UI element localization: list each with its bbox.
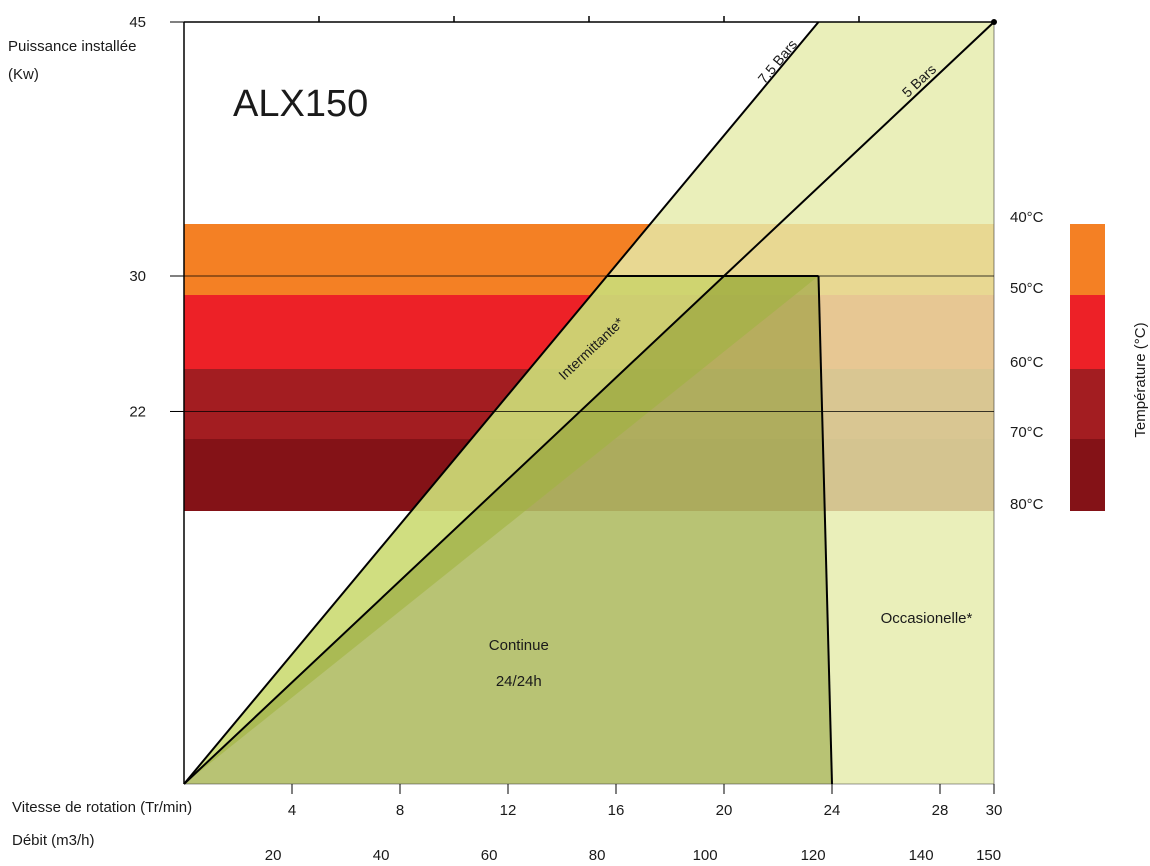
x-flow-tick-label: 80 — [589, 847, 606, 864]
legend-label: 40°C — [1010, 209, 1044, 226]
x-speed-tick-label: 8 — [396, 802, 404, 819]
x-flow-tick-label: 140 — [909, 847, 934, 864]
legend-label: 70°C — [1010, 424, 1044, 441]
legend-label: 80°C — [1010, 496, 1044, 513]
x-speed-tick-label: 16 — [608, 802, 625, 819]
chart-title: ALX150 — [233, 83, 368, 125]
legend-swatch — [1070, 224, 1105, 295]
x-speed-tick-label: 12 — [500, 802, 517, 819]
continuous-zone-label: Continue — [489, 637, 549, 654]
x-flow-tick-label: 40 — [373, 847, 390, 864]
y-tick-label: 45 — [129, 14, 146, 31]
y-axis-unit-label: (Kw) — [8, 66, 39, 83]
pressure-line-2 — [183, 21, 995, 785]
y-tick-label: 22 — [129, 403, 146, 420]
occasional-zone-label: Occasionelle* — [881, 610, 973, 627]
x-flow-tick-label: 60 — [481, 847, 498, 864]
y-tick-label: 30 — [129, 268, 146, 285]
x-speed-tick-label: 30 — [986, 802, 1003, 819]
pressure-line-1 — [183, 21, 820, 785]
legend-swatch — [1070, 369, 1105, 439]
x-speed-tick-label: 20 — [716, 802, 733, 819]
x-flow-tick-label: 20 — [265, 847, 282, 864]
x-flow-tick-label: 100 — [693, 847, 718, 864]
x-flow-tick-label: 120 — [801, 847, 826, 864]
max-speed-line — [817, 275, 833, 785]
x-speed-tick-label: 28 — [932, 802, 949, 819]
continuous-zone-label: 24/24h — [496, 673, 542, 690]
legend-swatch — [1070, 439, 1105, 511]
temperature-scale-title: Température (°C) — [1132, 322, 1149, 437]
x-speed-tick-label: 4 — [288, 802, 296, 819]
legend-label: 60°C — [1010, 354, 1044, 371]
x-flow-tick-label: 150 — [976, 847, 1001, 864]
y-axis-label: Puissance installée — [8, 38, 136, 55]
legend-label: 50°C — [1010, 280, 1044, 297]
legend-swatch — [1070, 295, 1105, 369]
x-axis-flow-label: Débit (m3/h) — [12, 832, 95, 849]
continuous-zone — [184, 276, 832, 784]
x-axis-speed-label: Vitesse de rotation (Tr/min) — [12, 799, 192, 816]
x-speed-tick-label: 24 — [824, 802, 841, 819]
intermittent-zone — [184, 276, 819, 784]
